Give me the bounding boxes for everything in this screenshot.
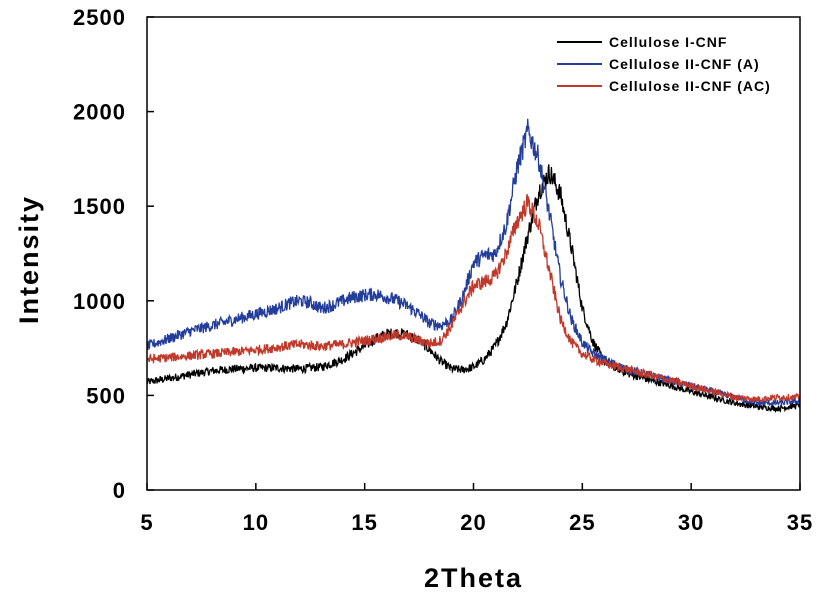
legend: Cellulose I-CNF Cellulose II-CNF (A) Cellu… [557, 34, 771, 94]
y-tick-label: 500 [86, 383, 126, 408]
x-tick-label: 30 [678, 510, 704, 535]
x-tick-label: 5 [140, 510, 153, 535]
x-tick-label: 10 [243, 510, 269, 535]
y-tick-label: 1500 [73, 194, 126, 219]
legend-label: Cellulose II-CNF (AC) [609, 78, 771, 94]
series-layer [146, 118, 801, 414]
series-line-2 [146, 118, 801, 407]
legend-label: Cellulose I-CNF [609, 34, 727, 50]
y-tick-label: 2500 [73, 5, 126, 30]
ticks-layer: 5 10 15 20 25 30 35 0 500 1000 1500 2000 2500 [73, 5, 813, 535]
x-tick-label: 15 [351, 510, 377, 535]
y-tick-label: 1000 [73, 289, 126, 314]
y-tick-label: 0 [113, 478, 126, 503]
y-axis-title: Intensity [14, 195, 44, 324]
y-tick-label: 2000 [73, 100, 126, 125]
x-tick-label: 20 [460, 510, 486, 535]
series-line-3 [146, 194, 801, 403]
series-line-1 [146, 164, 801, 414]
legend-label: Cellulose II-CNF (A) [609, 56, 760, 72]
x-tick-label: 35 [787, 510, 813, 535]
x-axis-title: 2Theta [424, 563, 523, 593]
x-tick-label: 25 [569, 510, 595, 535]
